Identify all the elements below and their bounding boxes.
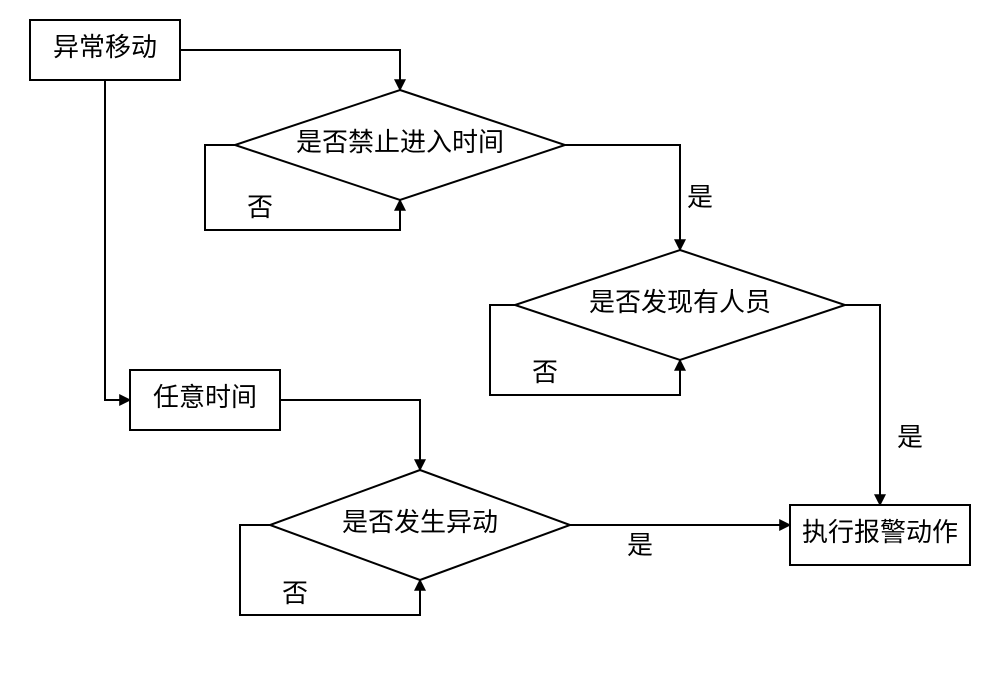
shapes-layer: 异常移动是否禁止进入时间是否发现有人员任意时间是否发生异动 执行报警动作: [30, 20, 970, 580]
node-label-start: 异常移动: [53, 33, 157, 62]
node-start: 异常移动: [30, 20, 180, 80]
edge-label-e_dec2_yes: 是: [897, 423, 923, 452]
edge-label-e_dec2_no: 否: [532, 358, 558, 387]
node-dec3: 是否发生异动: [270, 470, 570, 580]
edge-label-e_dec3_yes: 是: [627, 531, 653, 560]
node-dec1: 是否禁止进入时间: [235, 90, 565, 200]
node-label-anytime: 任意时间: [153, 383, 257, 412]
edge-e_start_dec1: [180, 50, 400, 90]
node-label-action: 执行报警动作: [802, 518, 958, 547]
node-label-dec2: 是否发现有人员: [589, 288, 771, 317]
edge-e_dec2_yes: [845, 305, 880, 505]
edge-label-e_dec1_no: 否: [247, 193, 273, 222]
edge-label-e_dec3_no: 否: [282, 579, 308, 608]
edge-e_anytime_dec3: [280, 400, 420, 470]
node-label-dec3: 是否发生异动: [342, 508, 498, 537]
node-label-dec1: 是否禁止进入时间: [296, 128, 504, 157]
edge-label-e_dec1_yes: 是: [687, 183, 713, 212]
node-dec2: 是否发现有人员: [515, 250, 845, 360]
node-action: 执行报警动作: [790, 505, 970, 565]
node-anytime: 任意时间: [130, 370, 280, 430]
edge-e_dec1_yes: [565, 145, 680, 250]
edge-e_start_anytime: [105, 80, 130, 400]
